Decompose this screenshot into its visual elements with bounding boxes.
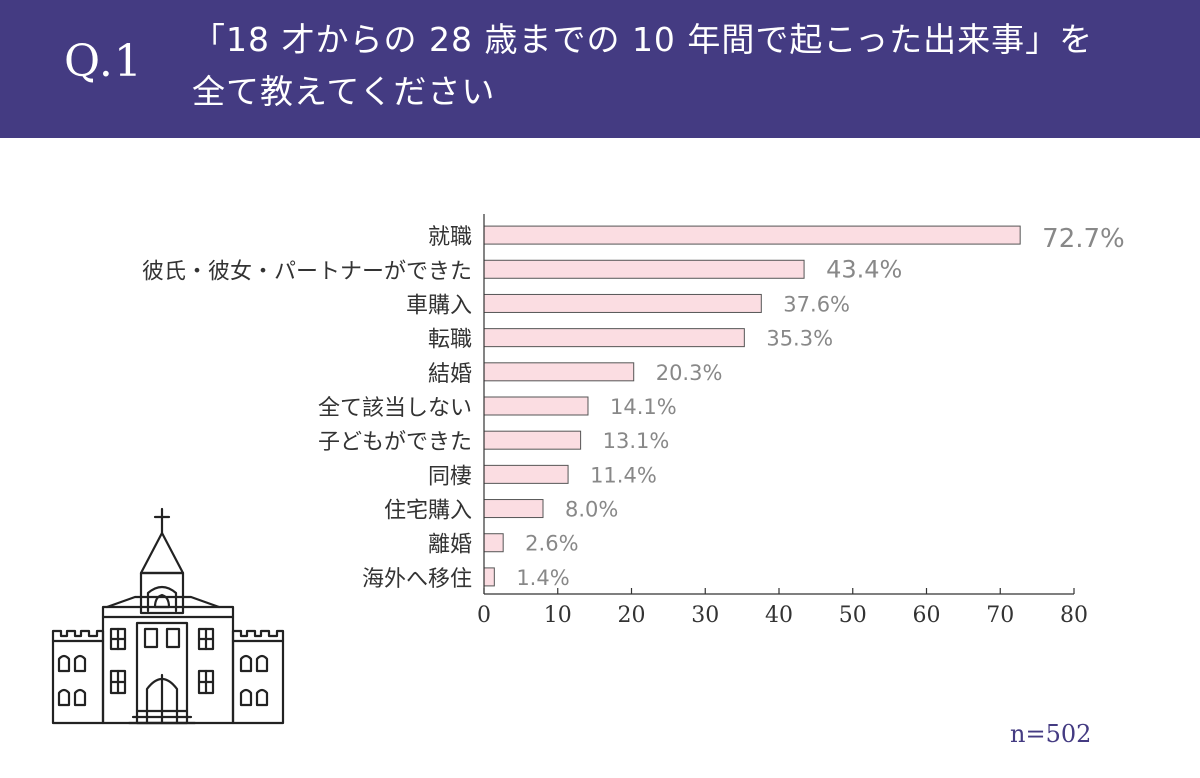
- bar: [483, 362, 635, 382]
- value-label: 20.3%: [656, 361, 723, 385]
- category-label: 彼氏・彼女・パートナーができた: [142, 259, 472, 284]
- value-label: 35.3%: [766, 327, 833, 351]
- x-tick-label: 80: [1060, 603, 1088, 628]
- category-label: 子どもができた: [318, 430, 472, 455]
- x-tick-label: 10: [544, 603, 572, 628]
- value-label: 37.6%: [783, 292, 850, 316]
- bar: [483, 567, 495, 587]
- bar: [483, 533, 504, 553]
- value-label: 43.4%: [826, 255, 902, 283]
- category-label: 同棲: [428, 464, 472, 489]
- bar: [483, 328, 745, 348]
- value-label: 1.4%: [516, 566, 569, 590]
- x-tick-label: 50: [839, 603, 867, 628]
- x-tick-label: 0: [477, 603, 491, 628]
- question-header: Q.1 「18 才からの 28 歳までの 10 年間で起こった出来事」を 全て教…: [0, 0, 1200, 138]
- x-tick-label: 70: [986, 603, 1014, 628]
- bar: [483, 225, 1021, 245]
- category-label: 海外へ移住: [362, 567, 472, 592]
- bar: [483, 499, 544, 519]
- sample-size-label: n=502: [1010, 720, 1092, 748]
- church-icon: [51, 507, 285, 725]
- value-label: 13.1%: [603, 429, 670, 453]
- value-label: 72.7%: [1042, 224, 1125, 254]
- category-label: 転職: [428, 328, 472, 353]
- bar: [483, 259, 805, 279]
- category-label: 住宅購入: [384, 499, 472, 524]
- bar: [483, 293, 762, 313]
- category-label: 結婚: [428, 362, 472, 387]
- question-number: Q.1: [64, 36, 143, 87]
- bar: [483, 396, 589, 416]
- value-label: 8.0%: [565, 498, 618, 522]
- category-label: 就職: [428, 225, 472, 250]
- x-tick-label: 20: [618, 603, 646, 628]
- category-label: 離婚: [428, 533, 472, 558]
- x-tick-label: 30: [691, 603, 719, 628]
- x-tick-label: 60: [913, 603, 941, 628]
- category-label: 車購入: [406, 293, 472, 318]
- x-tick-label: 40: [765, 603, 793, 628]
- value-label: 14.1%: [610, 395, 677, 419]
- question-text: 「18 才からの 28 歳までの 10 年間で起こった出来事」を 全て教えてくだ…: [192, 14, 1152, 118]
- bar: [483, 464, 569, 484]
- value-label: 11.4%: [590, 463, 657, 487]
- value-label: 2.6%: [525, 532, 578, 556]
- category-label: 全て該当しない: [318, 396, 472, 421]
- bar: [483, 430, 582, 450]
- question-text-line-1: 「18 才からの 28 歳までの 10 年間で起こった出来事」を: [192, 20, 1094, 59]
- question-text-line-2: 全て教えてください: [192, 72, 496, 111]
